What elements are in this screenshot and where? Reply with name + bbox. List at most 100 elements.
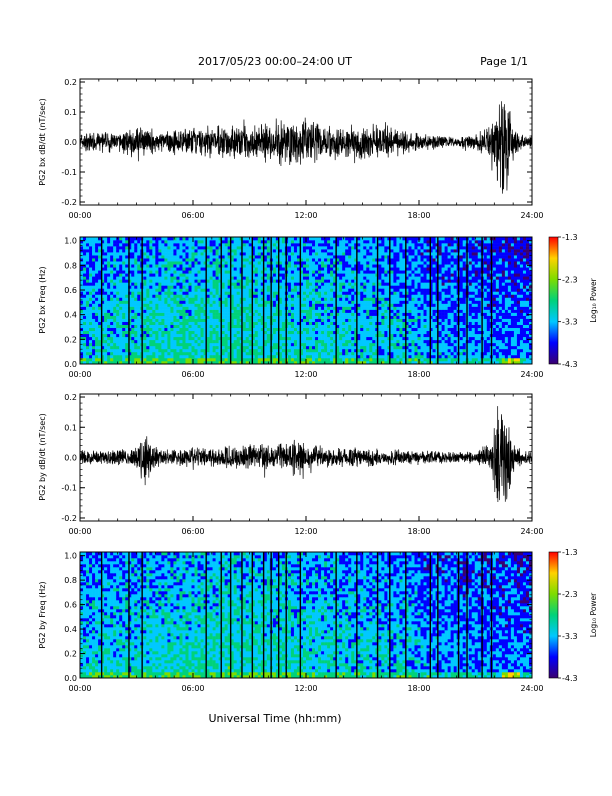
spectrogram-cell [381, 270, 384, 273]
spectrogram-cell [321, 313, 324, 316]
spectrogram-cell [526, 276, 529, 279]
spectrogram-cell [158, 307, 161, 310]
spectrogram-cell [170, 334, 173, 337]
spectrogram-cell [195, 288, 198, 291]
spectrogram-cell [188, 270, 191, 273]
spectrogram-cell [493, 267, 496, 270]
spectrogram-cell [505, 313, 508, 316]
spectrogram-cell [222, 267, 225, 270]
spectrogram-cell [176, 304, 179, 307]
spectrogram-cell [475, 288, 478, 291]
spectrogram-cell [318, 285, 321, 288]
spectrogram-cell [318, 273, 321, 276]
spectrogram-cell [191, 346, 194, 349]
spectrogram-cell [439, 301, 442, 304]
spectrogram-cell [369, 267, 372, 270]
spectrogram-cell [417, 288, 420, 291]
spectrogram-cell [155, 358, 158, 361]
spectrogram-cell [210, 279, 213, 282]
spectrogram-cell [255, 352, 258, 355]
spectrogram-cell [342, 304, 345, 307]
spectrogram-cell [448, 325, 451, 328]
spectrogram-cell [86, 297, 89, 300]
spectrogram-cell [131, 331, 134, 334]
spectrogram-cell [309, 288, 312, 291]
spectrogram-cell [318, 291, 321, 294]
spectrogram-cell [511, 288, 514, 291]
spectrogram-cell [411, 343, 414, 346]
spectrogram-cell [255, 313, 258, 316]
spectrogram-cell [143, 276, 146, 279]
spectrogram-cell [396, 307, 399, 310]
spectrogram-cell [321, 340, 324, 343]
spectrogram-cell [526, 297, 529, 300]
spectrogram-cell [182, 343, 185, 346]
spectrogram-cell [170, 355, 173, 358]
spectrogram-cell [303, 282, 306, 285]
spectrogram-cell [198, 304, 201, 307]
spectrogram-cell [396, 355, 399, 358]
spectrogram-cell [176, 264, 179, 267]
spectrogram-cell [125, 279, 128, 282]
spectrogram-cell [312, 307, 315, 310]
spectrogram-cell [421, 349, 424, 352]
spectrogram-cell [182, 349, 185, 352]
bx-spectrogram [80, 237, 532, 364]
spectrogram-cell [381, 337, 384, 340]
spectrogram-cell [176, 301, 179, 304]
spectrogram-cell [198, 301, 201, 304]
spectrogram-cell [342, 319, 345, 322]
spectrogram-cell [119, 294, 122, 297]
spectrogram-cell [92, 276, 95, 279]
spectrogram-cell [439, 328, 442, 331]
spectrogram-cell [417, 322, 420, 325]
spectrogram-cell [119, 313, 122, 316]
spectrogram-cell [345, 273, 348, 276]
spectrogram-cell [526, 319, 529, 322]
spectrogram-cell [198, 340, 201, 343]
spectrogram-cell [98, 334, 101, 337]
spectrogram-cell [339, 340, 342, 343]
spectrogram-cell [119, 349, 122, 352]
spectrogram-cell [107, 294, 110, 297]
spectrogram-cell [198, 334, 201, 337]
spectrogram-cell [267, 294, 270, 297]
spectrogram-cell [484, 307, 487, 310]
spectrogram-cell [249, 352, 252, 355]
spectrogram-cell [484, 337, 487, 340]
spectrogram-cell [152, 270, 155, 273]
spectrogram-cell [421, 337, 424, 340]
spectrogram-cell [478, 313, 481, 316]
spectrogram-cell [191, 304, 194, 307]
spectrogram-cell [472, 346, 475, 349]
spectrogram-cell [288, 294, 291, 297]
spectrogram-cell [288, 270, 291, 273]
spectrogram-cell [164, 319, 167, 322]
x-tick-label: 18:00 [407, 211, 430, 220]
spectrogram-cell [520, 334, 523, 337]
spectrogram-cell [351, 346, 354, 349]
spectrogram-cell [188, 282, 191, 285]
spectrogram-cell [414, 325, 417, 328]
spectrogram-cell [119, 273, 122, 276]
spectrogram-cell [213, 288, 216, 291]
spectrogram-cell [89, 316, 92, 319]
spectrogram-cell [502, 297, 505, 300]
spectrogram-cell [309, 291, 312, 294]
spectrogram-cell [378, 346, 381, 349]
spectrogram-cell [445, 349, 448, 352]
spectrogram-cell [408, 310, 411, 313]
spectrogram-cell [502, 301, 505, 304]
spectrogram-cell [155, 316, 158, 319]
spectrogram-cell [496, 319, 499, 322]
spectrogram-cell [384, 316, 387, 319]
spectrogram-cell [448, 307, 451, 310]
spectrogram-cell [83, 310, 86, 313]
spectrogram-cell [89, 279, 92, 282]
spectrogram-cell [472, 340, 475, 343]
spectrogram-cell [427, 285, 430, 288]
spectrogram-cell [454, 279, 457, 282]
spectrogram-cell [433, 322, 436, 325]
spectrogram-cell [487, 267, 490, 270]
spectrogram-cell [182, 273, 185, 276]
